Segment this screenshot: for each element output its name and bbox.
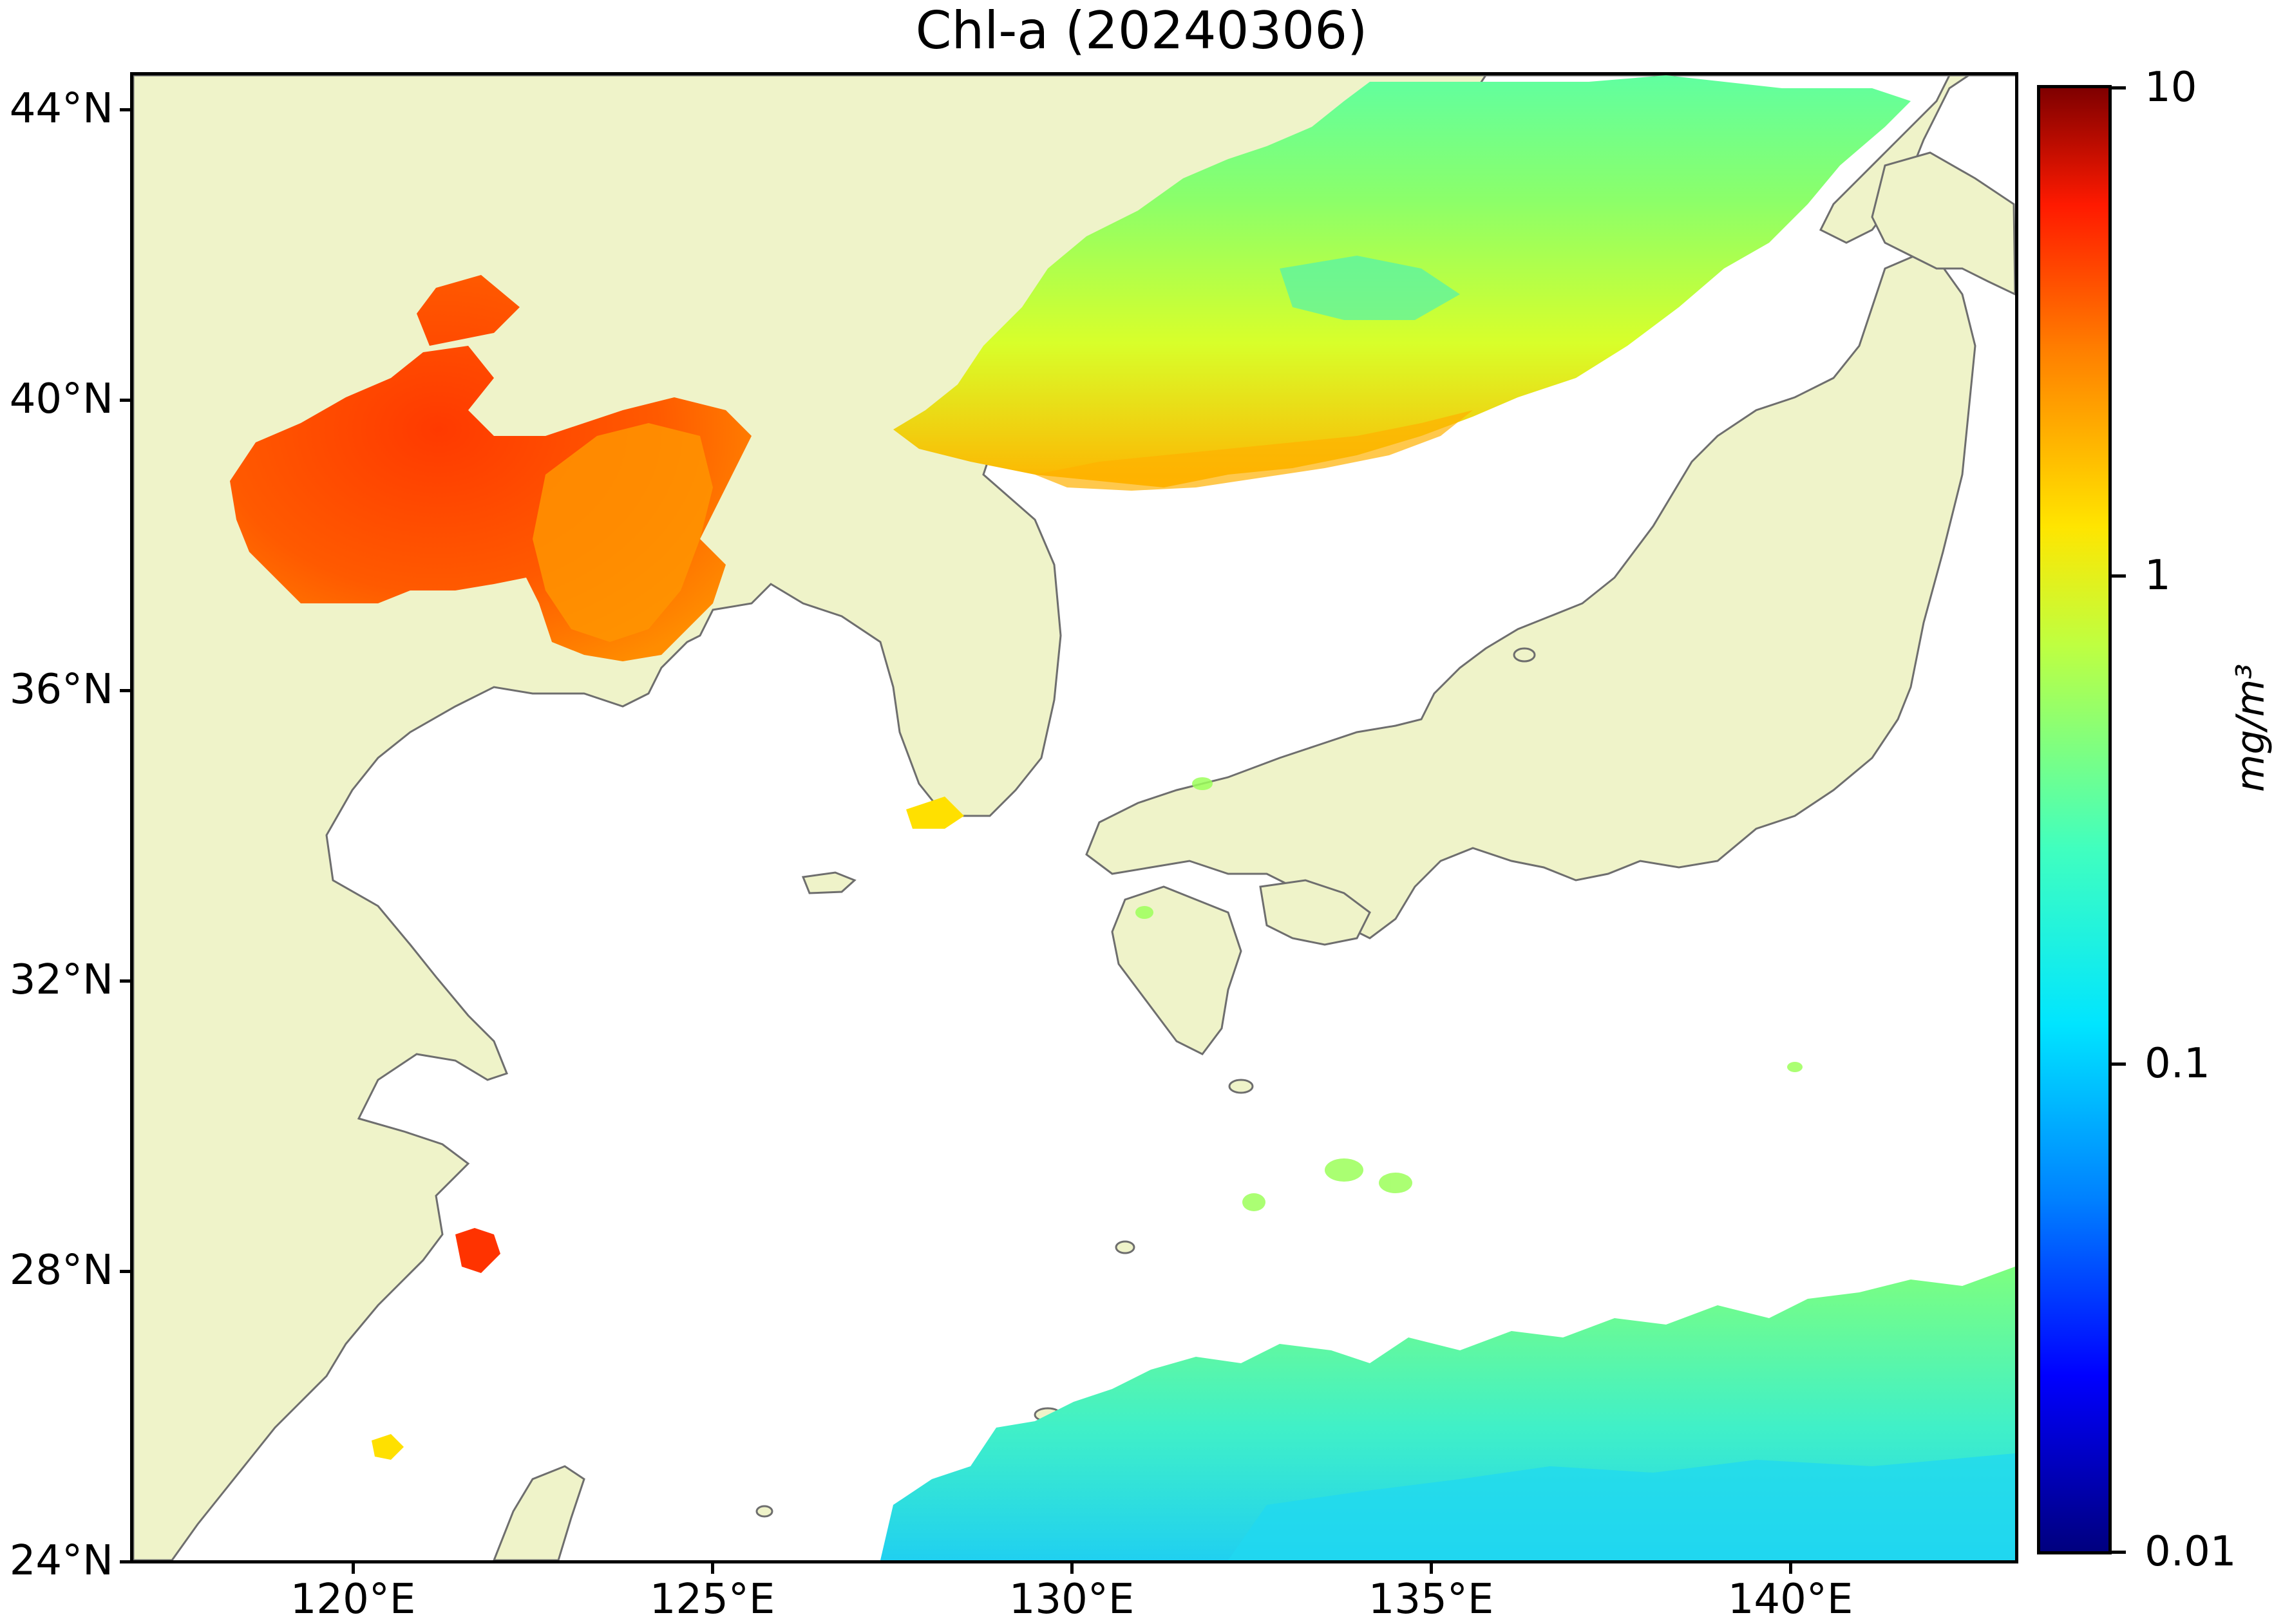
colorbar-unit-label: mg/m³ xyxy=(2228,663,2273,792)
lon-tick xyxy=(352,1563,355,1574)
lat-label-40n: 40°N xyxy=(9,375,113,423)
land-japan-honshu xyxy=(1085,248,1976,939)
bohai-shallow-orange xyxy=(533,423,713,642)
land-japan-hokkaido xyxy=(1871,151,2015,296)
lon-label-140e: 140°E xyxy=(1727,1576,1853,1623)
lon-label-125e: 125°E xyxy=(649,1576,775,1623)
colorbar-label-0-01: 0.01 xyxy=(2145,1528,2237,1576)
colorbar-tick xyxy=(2112,1062,2126,1066)
colorbar-label-0-1: 0.1 xyxy=(2145,1040,2210,1088)
land-jeju xyxy=(801,871,857,894)
lat-label-44n: 44°N xyxy=(9,85,113,133)
china-coast-chl xyxy=(455,1228,500,1273)
lat-tick xyxy=(120,1270,130,1273)
lat-tick xyxy=(120,689,130,692)
lon-label-120e: 120°E xyxy=(290,1576,416,1623)
lon-label-135e: 135°E xyxy=(1368,1576,1494,1623)
lat-label-24n: 24°N xyxy=(9,1537,113,1585)
land-japan-kyushu xyxy=(1111,885,1242,1055)
lon-tick xyxy=(711,1563,714,1574)
lon-label-130e: 130°E xyxy=(1009,1576,1135,1623)
southern-swath-cyan xyxy=(1228,1453,2015,1560)
sea-of-japan-orange-band xyxy=(1035,410,1473,491)
sea-of-japan-cyan-patch xyxy=(1280,256,1460,320)
chlorophyll-map xyxy=(133,75,2015,1560)
korea-strait-yellow xyxy=(906,797,964,829)
map-panel xyxy=(130,72,2018,1563)
lon-tick xyxy=(1430,1563,1433,1574)
colorbar-label-10: 10 xyxy=(2145,64,2197,111)
lat-tick xyxy=(120,108,130,111)
lon-tick xyxy=(1789,1563,1792,1574)
lat-tick xyxy=(120,979,130,983)
map-title: Chl-a (20240306) xyxy=(915,1,1368,61)
colorbar-label-1: 1 xyxy=(2145,552,2171,600)
lat-label-28n: 28°N xyxy=(9,1247,113,1294)
lon-tick xyxy=(1070,1563,1074,1574)
lat-tick xyxy=(120,1560,130,1563)
colorbar-tick xyxy=(2112,86,2126,90)
colorbar-tick xyxy=(2112,1551,2126,1554)
colorbar-tick xyxy=(2112,574,2126,578)
china-coast-yellow xyxy=(372,1434,404,1460)
colorbar xyxy=(2037,85,2112,1554)
land-taiwan xyxy=(493,1465,585,1560)
lat-label-32n: 32°N xyxy=(9,956,113,1004)
lat-tick xyxy=(120,399,130,402)
land-japan-shikoku xyxy=(1259,879,1371,946)
scattered-patches xyxy=(1135,777,1803,1211)
lat-label-36n: 36°N xyxy=(9,666,113,713)
